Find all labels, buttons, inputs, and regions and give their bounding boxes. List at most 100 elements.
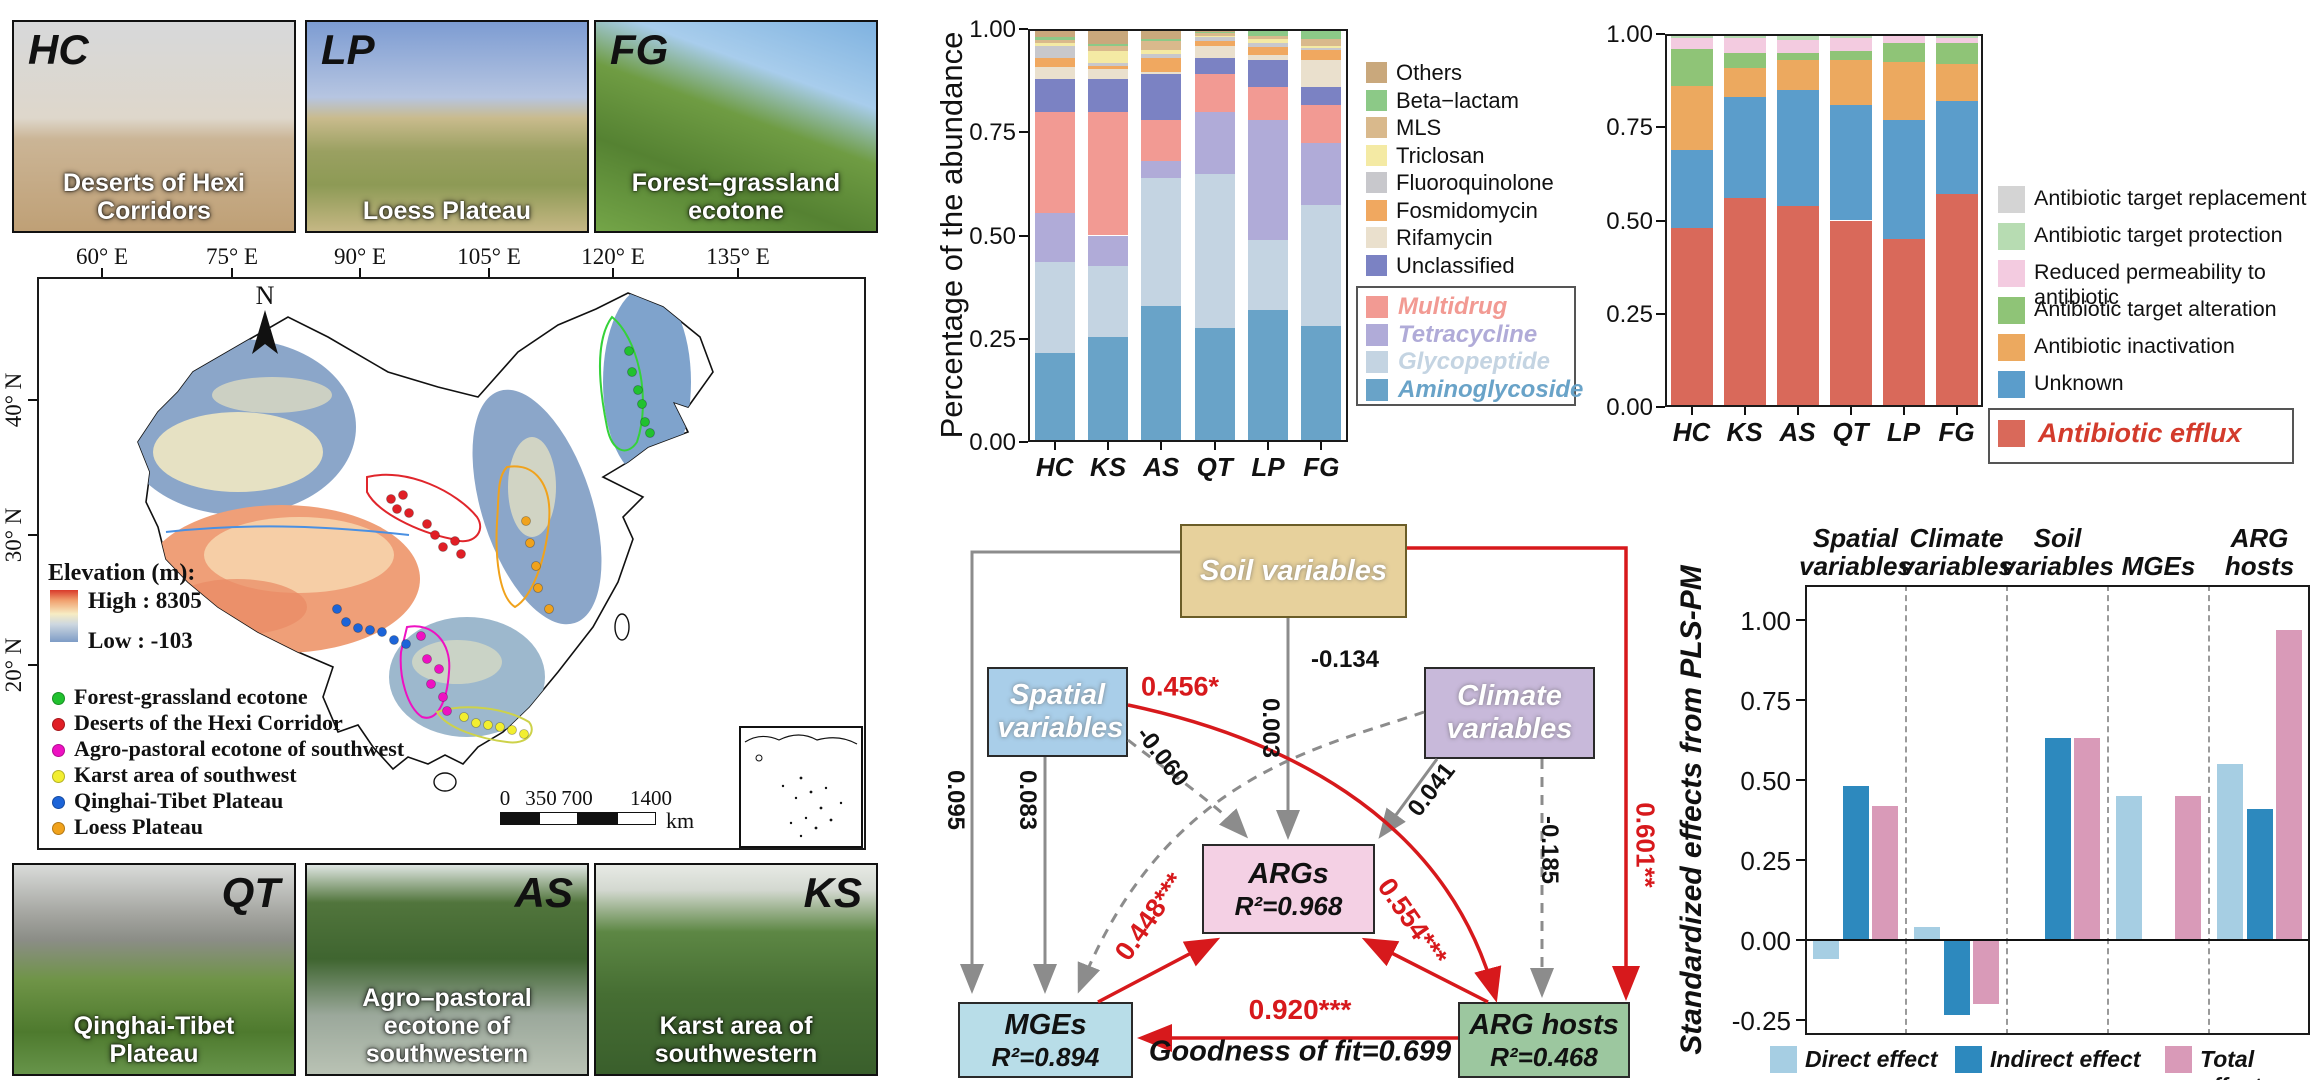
plspm-box-args: ARGs R²=0.968 (1202, 844, 1375, 934)
bar-segment-Triclosan (1248, 39, 1288, 44)
bar-segment-Tetracycline (1088, 235, 1128, 267)
bar-segment-Others (1141, 29, 1182, 40)
x-tick-label: KS (1726, 417, 1763, 447)
legend-swatch (2165, 1046, 2192, 1073)
coef-spatial-mges: 0.083 (1014, 769, 1041, 831)
plspm-box-hosts: ARG hosts R²=0.468 (1458, 1002, 1630, 1078)
coef-soil-mges: 0.095 (942, 769, 969, 831)
sample-point (332, 604, 342, 614)
bar-segment-Aminoglycoside (1141, 305, 1182, 442)
sample-point (426, 679, 436, 689)
effect-bar-Indirect effect (2044, 738, 2071, 940)
legend-swatch (1955, 1046, 1982, 1073)
photo-qt-caption: Qinghai-Tibet Plateau (73, 1012, 235, 1068)
y-tick-mark (1019, 234, 1028, 237)
coef-soil-hosts: 0.601** (1630, 802, 1661, 888)
sample-point (442, 706, 452, 716)
legend-swatch (1366, 117, 1387, 138)
effect-bar-Direct effect (1914, 927, 1940, 940)
plspm-args-r2: R²=0.968 (1234, 890, 1343, 921)
map-legend-dot (52, 770, 65, 783)
photo-lp-tag: LP (321, 26, 375, 73)
photo-as: AS Agro–pastoral ecotone of southwestern (305, 863, 589, 1076)
bar-segment-Others (1248, 29, 1288, 32)
bar-segment-Fluoroquinolone (1088, 62, 1128, 67)
plspm-arrows (960, 546, 1640, 1052)
bar-segment-Glycopeptide (1194, 173, 1235, 329)
map-lon-tick (612, 268, 614, 277)
group-separator (2107, 585, 2109, 1035)
group-separator (2208, 585, 2210, 1035)
bar-segment-Rifamycin (1194, 45, 1235, 58)
y-tick-mark (1656, 126, 1665, 129)
sample-point (483, 720, 493, 730)
y-tick-label: 0.75 (969, 119, 1016, 147)
map-legend-label: Forest-grassland ecotone (74, 684, 308, 709)
x-tick-label: AS (1143, 452, 1180, 482)
bar-segment-Tetracycline (1301, 142, 1342, 205)
bar-segment-Unclassified (1088, 78, 1128, 112)
y-tick-mark (1019, 28, 1028, 30)
bar-segment-Multidrug (1034, 111, 1075, 213)
plspm-hosts-r2: R²=0.468 (1490, 1041, 1598, 1072)
map-lat-tick (28, 534, 37, 536)
bar-segment-Antibiotic target replacement (1776, 34, 1819, 36)
y-tick-label: 0.75 (1740, 686, 1791, 716)
sample-point (438, 542, 448, 552)
legend-label: Reduced permeability to antibiotic (2034, 260, 2266, 309)
bar-segment-Unclassified (1034, 78, 1075, 112)
y-tick-label: 0.75 (1606, 114, 1653, 142)
elevation-low: Low : -103 (88, 628, 193, 653)
bar-segment-Triclosan (1088, 51, 1128, 63)
map-lat-label: 20° N (1, 637, 26, 693)
y-tick-label: 0.25 (969, 325, 1016, 353)
y-tick-label: 1.00 (1606, 21, 1653, 48)
scalebar-label: 350 (525, 786, 557, 810)
sample-point (521, 516, 531, 526)
bar-segment-Fluoroquinolone (1141, 53, 1182, 58)
group-separator (2006, 585, 2008, 1035)
sample-point (392, 504, 402, 514)
map-legend-label: Loess Plateau (74, 814, 203, 839)
bar-segment-Beta−lactam (1301, 31, 1342, 40)
plspm-box-soil: Soil variables (1180, 524, 1407, 618)
bar-segment-Glycopeptide (1141, 177, 1182, 306)
sample-point (459, 712, 469, 722)
elevation-high: High : 8305 (88, 588, 202, 613)
sample-point (386, 494, 396, 504)
bar-segment-Beta−lactam (1141, 39, 1182, 42)
sample-point (645, 428, 655, 438)
bar-segment-Fluoroquinolone (1248, 43, 1288, 47)
x-tick-label: LP (1251, 452, 1285, 482)
map-lon-tick (231, 268, 233, 277)
legend-label: Aminoglycoside (1398, 375, 1584, 403)
bar-segment-Reduced permeability to antibiotic (1882, 35, 1925, 44)
effect-bar-Direct effect (1813, 940, 1839, 960)
sample-point (430, 530, 440, 540)
x-tick-mark (1267, 442, 1269, 450)
x-tick-label: QT (1196, 452, 1233, 482)
legend-label: Rifamycin (1396, 225, 1493, 250)
map-legend-dot (52, 744, 65, 757)
bar-segment-MLS (1141, 41, 1182, 50)
coef-spatial-hosts: 0.456* (1140, 671, 1220, 702)
legend-box-frame (1988, 408, 2294, 464)
y-tick-label: 0.00 (1606, 394, 1653, 421)
y-tick-label: 0.25 (1606, 300, 1653, 328)
effect-bar-Indirect effect (2246, 808, 2273, 940)
bar-segment-Tetracycline (1248, 119, 1288, 240)
legend-swatch (1366, 378, 1388, 401)
photo-as-tag: AS (514, 869, 573, 916)
bar-segment-MLS (1194, 33, 1235, 37)
x-tick-label: KS (1089, 452, 1127, 482)
bar-segment-Rifamycin (1034, 66, 1075, 79)
sample-point (365, 625, 375, 635)
legend-swatch (1998, 371, 2025, 398)
y-tick-mark (1656, 33, 1665, 35)
bar-segment-Beta−lactam (1194, 31, 1235, 34)
legend-label: Direct effect (1805, 1046, 1938, 1072)
map-lon-label: 135° E (706, 244, 770, 269)
bar-segment-Glycopeptide (1248, 239, 1288, 310)
map-lon-label: 90° E (334, 244, 386, 269)
